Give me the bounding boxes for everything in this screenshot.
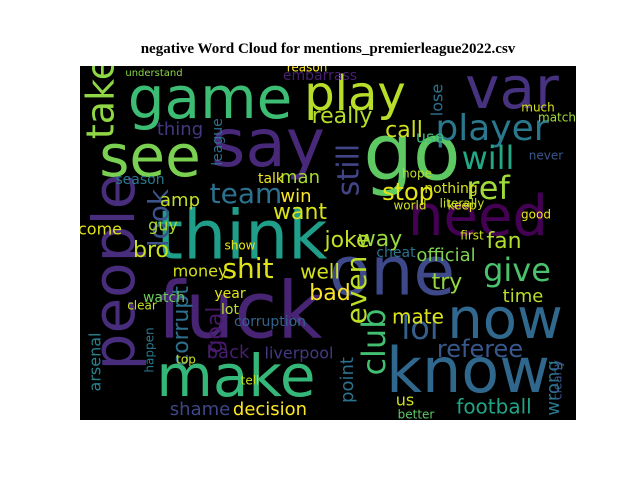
word: shit (222, 252, 273, 285)
word: give (483, 251, 551, 289)
word: football (456, 395, 531, 419)
word: back (207, 342, 250, 363)
word: first (460, 229, 484, 243)
chart-title: negative Word Cloud for mentions_premier… (141, 41, 516, 57)
word: team (210, 177, 283, 210)
word: official (416, 245, 475, 266)
word: referee (437, 335, 523, 363)
word: show (224, 239, 255, 253)
word: amp (160, 190, 200, 211)
word: money (173, 262, 228, 281)
word: player (435, 108, 548, 149)
word: watch (143, 290, 185, 306)
word: corrupt (169, 286, 194, 366)
word: literally (440, 197, 485, 211)
word: var (465, 54, 559, 122)
word: us (396, 391, 414, 410)
word: fuck (158, 266, 323, 356)
word: tell (241, 374, 260, 388)
word: shame (170, 399, 230, 420)
word: decision (233, 399, 307, 420)
word: top (176, 353, 196, 367)
word: try (432, 270, 463, 295)
word: come (78, 220, 122, 239)
word: now (447, 287, 563, 352)
word: even (340, 256, 373, 325)
word: nothing (424, 181, 477, 197)
word: match (538, 111, 576, 125)
word: lose (428, 84, 447, 116)
word: season (115, 172, 164, 188)
word: lol (401, 309, 438, 347)
word: see (99, 122, 201, 190)
word: embarrass (283, 68, 357, 84)
word: well (300, 260, 340, 284)
word: better (398, 408, 435, 422)
word: club (355, 308, 393, 375)
word: think (156, 197, 328, 276)
word: know (386, 334, 550, 407)
word: talk (258, 171, 285, 187)
word: world (393, 199, 426, 213)
word: wrong (543, 360, 564, 416)
word: guy (148, 216, 178, 235)
word: play (304, 66, 406, 122)
word: need (408, 184, 548, 249)
word: lot (221, 302, 239, 318)
word: say (211, 105, 325, 182)
word: league (210, 118, 226, 165)
word: much (521, 101, 555, 115)
word: look (142, 188, 175, 247)
word: liverpool (265, 344, 334, 363)
word: ref (466, 169, 510, 207)
word: keep (448, 199, 477, 213)
word: man (280, 167, 320, 188)
word: time (503, 286, 544, 307)
word: win (280, 186, 311, 207)
word: joke (323, 228, 369, 253)
word: hope (402, 167, 432, 181)
word: corruption (234, 314, 306, 330)
word: cheat (376, 245, 416, 261)
word: use (416, 128, 444, 147)
word: game (128, 64, 293, 132)
word: want (273, 200, 327, 225)
word: point (337, 357, 358, 403)
word: call (385, 118, 423, 143)
word: year (214, 286, 245, 302)
word: clearly (551, 360, 565, 400)
word: bro (133, 238, 169, 263)
cloud-background (80, 66, 576, 420)
word: take (79, 57, 123, 139)
word: will (462, 139, 515, 177)
word: make (156, 342, 315, 410)
word: happen (143, 327, 157, 372)
word: thing (157, 119, 203, 140)
word: goal (203, 306, 228, 353)
word: understand (125, 68, 182, 79)
word: never (529, 149, 563, 163)
word: mate (392, 305, 444, 329)
word: stop (382, 178, 434, 206)
word: way (358, 227, 403, 252)
word: still (332, 144, 367, 196)
word: good (521, 208, 551, 222)
word: one (329, 233, 456, 312)
word: fan (486, 229, 521, 254)
word: bad (309, 281, 350, 306)
word: people (80, 174, 148, 371)
word: arsenal (86, 333, 105, 392)
word: go (363, 108, 460, 198)
word: clear (127, 299, 157, 313)
word: really (312, 104, 373, 129)
word: reason (287, 61, 328, 75)
